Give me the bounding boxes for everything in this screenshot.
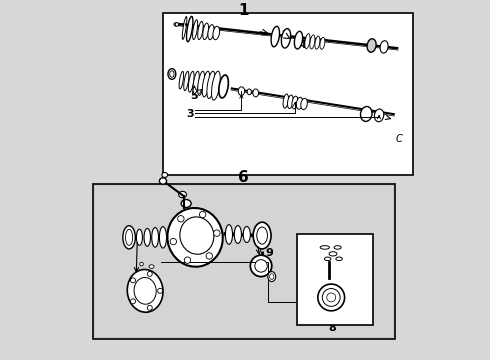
Ellipse shape [159,178,167,184]
Circle shape [147,305,152,310]
Ellipse shape [170,71,174,77]
Ellipse shape [127,270,163,312]
Ellipse shape [134,278,156,304]
Bar [94,184,395,339]
Ellipse shape [213,26,220,40]
Ellipse shape [329,252,337,256]
Ellipse shape [174,23,179,26]
Circle shape [199,211,206,218]
Text: 1: 1 [238,3,248,18]
Text: 2: 2 [281,30,289,40]
Ellipse shape [125,229,133,246]
Ellipse shape [243,226,250,243]
Text: 3: 3 [186,109,194,119]
Ellipse shape [301,98,307,110]
Ellipse shape [250,255,272,276]
Ellipse shape [180,217,214,254]
Ellipse shape [188,18,192,40]
Ellipse shape [270,274,274,279]
Circle shape [170,238,176,245]
Ellipse shape [219,75,228,98]
Text: 4: 4 [298,40,306,50]
Ellipse shape [149,265,154,268]
Ellipse shape [181,199,191,207]
Ellipse shape [207,71,215,99]
Circle shape [147,271,152,276]
Circle shape [214,230,220,237]
Ellipse shape [123,226,135,249]
Ellipse shape [253,222,271,249]
Ellipse shape [198,21,203,40]
Circle shape [206,253,213,259]
Ellipse shape [247,89,251,95]
Text: 6: 6 [238,170,248,185]
Ellipse shape [193,71,199,94]
Ellipse shape [374,109,384,122]
Ellipse shape [140,262,144,266]
Ellipse shape [168,69,176,79]
Ellipse shape [203,23,209,40]
Ellipse shape [179,71,184,89]
Text: 9: 9 [266,248,273,258]
Ellipse shape [283,94,289,108]
Ellipse shape [288,95,293,108]
Ellipse shape [184,71,189,91]
Ellipse shape [234,226,242,243]
Ellipse shape [188,71,194,92]
Bar [163,13,413,175]
Ellipse shape [380,41,388,53]
Bar [95,186,393,337]
Ellipse shape [179,192,187,198]
Text: 8: 8 [328,323,336,333]
Bar [297,234,373,325]
Ellipse shape [202,71,210,97]
Ellipse shape [187,16,193,42]
Ellipse shape [136,229,143,246]
Ellipse shape [238,87,245,95]
Ellipse shape [197,71,204,95]
Ellipse shape [212,71,220,100]
Ellipse shape [253,89,259,97]
Circle shape [130,278,136,283]
Text: C: C [395,134,402,144]
Ellipse shape [296,97,303,109]
Ellipse shape [322,288,340,306]
Ellipse shape [225,225,233,244]
Circle shape [158,288,163,293]
Ellipse shape [324,257,331,261]
Ellipse shape [281,29,291,48]
Ellipse shape [320,37,325,49]
Text: 7: 7 [126,230,134,240]
Ellipse shape [271,26,279,47]
Circle shape [178,216,184,222]
Ellipse shape [182,17,187,40]
Ellipse shape [144,229,150,246]
Ellipse shape [292,96,298,109]
Ellipse shape [318,284,344,311]
Ellipse shape [336,257,343,261]
Circle shape [184,257,191,264]
Ellipse shape [334,246,341,249]
Circle shape [130,299,136,304]
Ellipse shape [208,25,214,40]
Ellipse shape [268,271,276,282]
Ellipse shape [320,246,329,249]
Ellipse shape [327,293,336,302]
Text: 5: 5 [191,91,198,102]
Ellipse shape [361,107,372,121]
Ellipse shape [305,33,310,49]
Ellipse shape [367,39,376,52]
Ellipse shape [310,35,315,49]
Ellipse shape [193,20,197,40]
Ellipse shape [257,227,268,244]
Ellipse shape [255,260,267,272]
Ellipse shape [162,172,168,177]
Ellipse shape [152,228,158,247]
Ellipse shape [294,31,303,49]
Ellipse shape [168,208,223,267]
Ellipse shape [315,36,320,49]
Ellipse shape [159,227,167,248]
